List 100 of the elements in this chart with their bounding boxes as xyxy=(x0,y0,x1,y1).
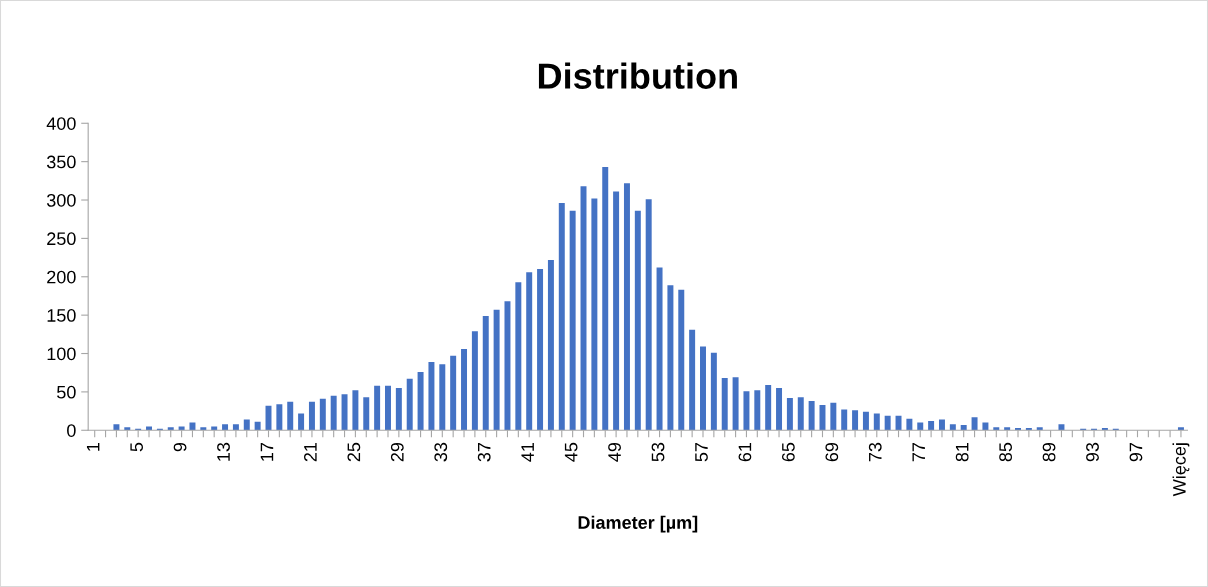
x-tick-label: 21 xyxy=(304,442,317,462)
x-tick-label: 85 xyxy=(999,442,1012,462)
x-tick-label: 9 xyxy=(173,442,187,452)
bar xyxy=(569,210,576,431)
bar xyxy=(928,421,935,431)
y-tick-label: 0 xyxy=(67,424,76,437)
bar xyxy=(243,419,250,431)
x-tick-label: 29 xyxy=(390,442,404,462)
bar xyxy=(428,361,435,431)
bar xyxy=(146,426,152,431)
x-tick-label: 81 xyxy=(955,442,969,462)
bar xyxy=(232,424,239,431)
bar xyxy=(765,384,772,431)
bar xyxy=(493,309,500,431)
bar xyxy=(471,331,478,431)
bar xyxy=(786,398,793,431)
x-tick-label: 25 xyxy=(347,442,361,462)
bar xyxy=(450,355,457,431)
bar xyxy=(211,426,218,431)
y-tick-label: 200 xyxy=(47,270,76,284)
x-tick-label: 69 xyxy=(825,442,839,462)
x-tick-label: 1 xyxy=(86,442,100,451)
bar xyxy=(124,427,131,431)
bar xyxy=(200,427,207,431)
bar xyxy=(884,415,891,431)
bar xyxy=(308,401,315,431)
bar xyxy=(689,329,696,431)
bar xyxy=(1058,424,1065,431)
x-tick-label: 65 xyxy=(781,442,795,462)
bar xyxy=(623,183,630,431)
bar xyxy=(852,410,859,431)
bar xyxy=(298,413,305,431)
bar xyxy=(319,398,326,431)
bar xyxy=(547,259,554,431)
x-tick-label: 5 xyxy=(130,442,143,452)
x-axis-title: Diameter [µm] xyxy=(578,515,698,533)
bar xyxy=(178,426,185,431)
bar xyxy=(808,401,815,431)
bar xyxy=(906,418,913,431)
x-tick-label: 53 xyxy=(651,442,665,462)
x-tick-label: 97 xyxy=(1129,442,1143,462)
x-tick-label: 77 xyxy=(912,442,925,462)
bar xyxy=(667,285,674,431)
bar xyxy=(406,378,413,431)
bar xyxy=(461,348,468,431)
bar xyxy=(287,401,294,431)
bar xyxy=(700,346,706,431)
bar xyxy=(895,415,902,431)
bar xyxy=(841,409,848,431)
x-tick-label: Więcej xyxy=(1172,443,1190,497)
bar xyxy=(613,191,620,431)
bar xyxy=(797,397,804,431)
bar xyxy=(656,267,663,431)
bar xyxy=(754,390,761,431)
bar xyxy=(721,378,728,431)
bar xyxy=(276,404,283,431)
bar xyxy=(537,269,544,431)
x-tick-label: 45 xyxy=(564,442,578,462)
bar xyxy=(330,395,337,431)
y-tick-label: 250 xyxy=(47,232,76,246)
y-tick-label: 50 xyxy=(57,385,76,399)
x-tick-label: 41 xyxy=(521,442,534,462)
bar xyxy=(1036,427,1043,431)
bar xyxy=(602,167,609,431)
x-tick-label: 13 xyxy=(217,442,230,461)
bar xyxy=(1004,427,1011,431)
y-tick-label: 100 xyxy=(47,347,76,361)
bar xyxy=(417,371,424,431)
bar xyxy=(634,210,641,431)
y-tick-label: 300 xyxy=(46,193,76,207)
y-tick-label: 350 xyxy=(46,155,76,169)
bar xyxy=(873,413,880,431)
bar xyxy=(189,422,196,431)
bar xyxy=(341,394,348,431)
bar xyxy=(678,289,685,431)
bar xyxy=(938,419,945,431)
bar xyxy=(819,404,826,431)
x-tick-label: 93 xyxy=(1086,442,1099,462)
bar xyxy=(385,385,391,431)
bar xyxy=(504,301,511,431)
x-tick-label: 61 xyxy=(738,442,752,462)
bar xyxy=(830,402,837,431)
bar xyxy=(113,424,120,431)
bar xyxy=(515,282,522,431)
bar xyxy=(776,388,783,431)
bar xyxy=(482,315,489,431)
bar xyxy=(222,424,229,431)
y-tick-label: 150 xyxy=(47,309,76,322)
bar xyxy=(254,421,261,431)
x-tick-label: 33 xyxy=(434,442,448,462)
bar xyxy=(439,364,446,431)
bar xyxy=(917,422,924,431)
x-tick-label: 37 xyxy=(477,442,491,462)
x-tick-label: 17 xyxy=(260,442,274,461)
bar xyxy=(591,198,598,431)
bar xyxy=(374,385,381,431)
bar xyxy=(743,391,750,431)
bar xyxy=(982,422,989,431)
bar xyxy=(710,352,717,431)
bar xyxy=(395,388,402,431)
